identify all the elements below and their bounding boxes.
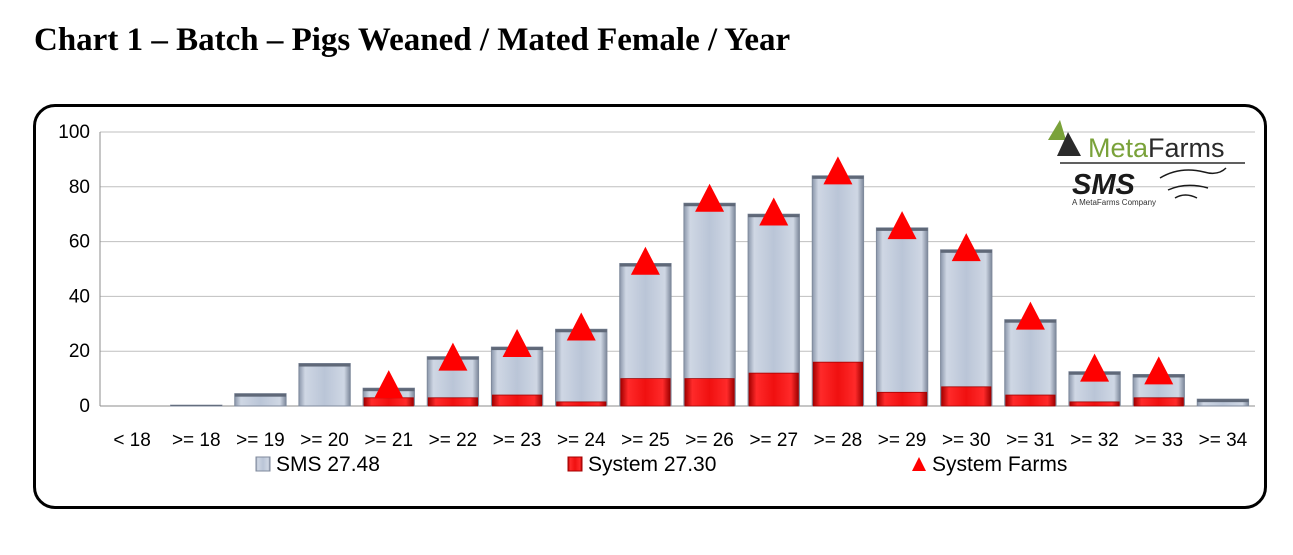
brand-farms: Farms bbox=[1148, 133, 1225, 163]
y-tick-label: 60 bbox=[69, 232, 90, 253]
system-bar bbox=[556, 401, 607, 407]
x-tick-label: >= 28 bbox=[814, 430, 863, 451]
x-tick-label: >= 34 bbox=[1199, 430, 1248, 451]
x-tick-label: >= 29 bbox=[878, 430, 927, 451]
system-bar bbox=[427, 397, 478, 407]
system-farms-marker bbox=[438, 342, 468, 371]
system-bar bbox=[748, 372, 799, 407]
sms-bar-top bbox=[1197, 399, 1249, 403]
x-tick-label: >= 23 bbox=[493, 430, 542, 451]
system-bar bbox=[812, 361, 863, 407]
system-farms-marker bbox=[502, 328, 532, 357]
sms-bar-top bbox=[234, 393, 287, 397]
brand-meta: Meta bbox=[1088, 133, 1149, 163]
sms-bar bbox=[940, 249, 993, 407]
system-farms-marker bbox=[1144, 356, 1174, 385]
x-tick-label: >= 32 bbox=[1070, 430, 1119, 451]
x-tick-label: >= 30 bbox=[942, 430, 991, 451]
x-tick-label: >= 20 bbox=[300, 430, 349, 451]
y-tick-label: 20 bbox=[69, 341, 90, 362]
x-tick-label: >= 25 bbox=[621, 430, 670, 451]
sms-wordmark: SMS bbox=[1072, 169, 1136, 201]
sms-bar-top bbox=[170, 405, 222, 406]
system-bar bbox=[1069, 401, 1120, 407]
system-farms-marker bbox=[374, 370, 404, 399]
legend-system-label: System 27.30 bbox=[588, 453, 716, 476]
system-farms-marker bbox=[951, 233, 981, 262]
system-farms-marker bbox=[566, 312, 596, 341]
sms-bar bbox=[875, 227, 929, 407]
x-tick-label: >= 19 bbox=[236, 430, 285, 451]
system-farms-marker bbox=[823, 156, 853, 185]
legend-sms-label: SMS 27.48 bbox=[276, 453, 380, 476]
legend-system-swatch bbox=[567, 456, 583, 472]
legend-sms-swatch bbox=[255, 456, 271, 472]
system-farms-marker bbox=[759, 197, 789, 226]
x-tick-label: >= 31 bbox=[1006, 430, 1055, 451]
x-tick-label: >= 21 bbox=[364, 430, 413, 451]
x-tick-label: >= 22 bbox=[429, 430, 478, 451]
sms-bar bbox=[298, 363, 351, 407]
y-tick-label: 0 bbox=[79, 396, 90, 417]
system-farms-marker bbox=[695, 183, 725, 212]
system-bar bbox=[1005, 394, 1056, 407]
leaf-icon bbox=[1048, 120, 1066, 140]
sms-bar-top bbox=[298, 363, 351, 367]
legend-farms-label: System Farms bbox=[932, 453, 1067, 476]
x-tick-label: >= 18 bbox=[172, 430, 221, 451]
legend-farms-marker bbox=[912, 457, 926, 471]
sms-bar bbox=[555, 328, 608, 407]
pig-sketch-icon bbox=[1159, 167, 1227, 199]
system-farms-marker bbox=[1080, 353, 1110, 382]
metafarms-wordmark: MetaFarms bbox=[1088, 133, 1225, 163]
mountain-icon bbox=[1057, 132, 1081, 156]
system-bar bbox=[620, 378, 671, 407]
system-bar bbox=[1133, 397, 1184, 407]
system-bar bbox=[877, 391, 928, 407]
y-tick-label: 100 bbox=[58, 122, 90, 143]
system-bar bbox=[363, 397, 414, 407]
logo-tagline: A MetaFarms Company bbox=[1072, 198, 1156, 207]
system-bar bbox=[492, 394, 543, 407]
system-farms-marker bbox=[1015, 301, 1045, 330]
x-tick-label: >= 24 bbox=[557, 430, 606, 451]
system-bar bbox=[684, 378, 735, 407]
sms-bar bbox=[1004, 319, 1057, 407]
metafarms-sms-logo: MetaFarms SMS A MetaFarms Company bbox=[1048, 120, 1245, 207]
sms-bar bbox=[683, 202, 736, 407]
x-tick-label: >= 26 bbox=[685, 430, 734, 451]
x-tick-label: < 18 bbox=[113, 430, 151, 451]
chart-title: Chart 1 – Batch – Pigs Weaned / Mated Fe… bbox=[34, 22, 791, 58]
y-tick-label: 40 bbox=[69, 286, 90, 307]
x-tick-label: >= 33 bbox=[1134, 430, 1183, 451]
system-farms-marker bbox=[630, 246, 660, 275]
x-tick-label: >= 27 bbox=[749, 430, 798, 451]
system-farms-marker bbox=[887, 211, 917, 240]
system-bar bbox=[941, 386, 992, 407]
y-tick-label: 80 bbox=[69, 177, 90, 198]
